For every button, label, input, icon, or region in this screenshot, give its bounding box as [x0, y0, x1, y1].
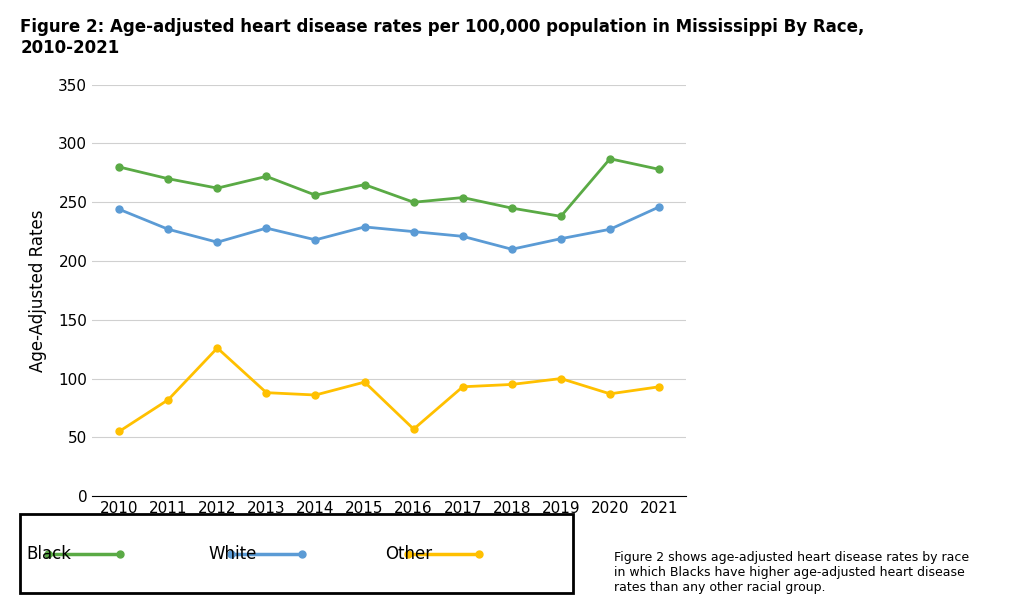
Y-axis label: Age-Adjusted Rates: Age-Adjusted Rates	[30, 209, 47, 371]
Text: Other: Other	[385, 544, 432, 563]
FancyBboxPatch shape	[20, 514, 573, 593]
X-axis label: Year: Year	[367, 527, 412, 545]
Text: Figure 2: Age-adjusted heart disease rates per 100,000 population in Mississippi: Figure 2: Age-adjusted heart disease rat…	[20, 18, 865, 57]
Text: Black: Black	[26, 544, 71, 563]
Text: White: White	[209, 544, 257, 563]
Text: Figure 2 shows age-adjusted heart disease rates by race
in which Blacks have hig: Figure 2 shows age-adjusted heart diseas…	[614, 551, 970, 594]
